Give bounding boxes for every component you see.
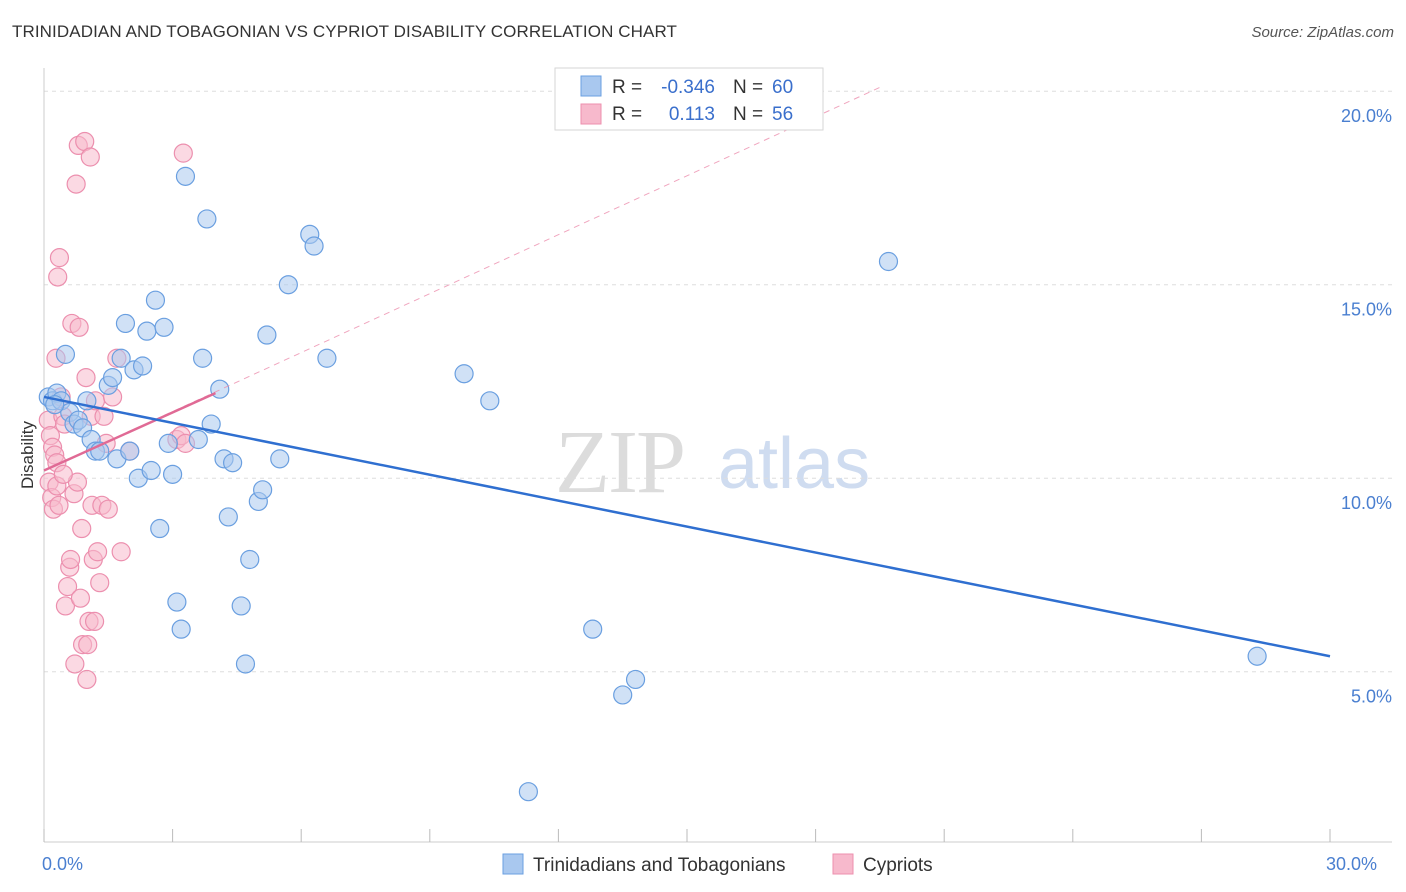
point-trinidadians-26 <box>154 317 174 337</box>
point-cypriots-39 <box>84 611 105 632</box>
point-trinidadians-39 <box>223 453 243 473</box>
point-trinidadians-56 <box>625 669 646 690</box>
point-cypriots-49 <box>111 542 131 562</box>
point-trinidadians-47 <box>278 275 298 295</box>
point-trinidadians-21 <box>132 356 153 376</box>
point-cypriots-55 <box>53 464 73 484</box>
gridlines <box>44 90 1392 673</box>
x-tick-label-max: 30.0% <box>1326 854 1377 874</box>
y-tick-labels: 5.0% 10.0% 15.0% 20.0% <box>1341 106 1392 707</box>
y-tick-label-5: 5.0% <box>1351 687 1392 707</box>
point-cypriots-16 <box>55 596 76 616</box>
point-trinidadians-50 <box>317 348 337 368</box>
series-legend-swatch-pink <box>832 853 854 875</box>
point-trinidadians-22 <box>137 321 157 341</box>
legend-n-value-blue: 60 <box>772 77 793 98</box>
watermark-atlas: atlas <box>718 424 870 504</box>
trend-lines <box>43 86 1331 658</box>
point-cypriots-41 <box>87 542 108 562</box>
point-trinidadians-18 <box>120 441 140 461</box>
point-trinidadians-52 <box>480 391 500 411</box>
point-cypriots-53 <box>173 143 193 163</box>
legend-r-value-blue: -0.346 <box>661 77 715 98</box>
point-trinidadians-27 <box>158 433 178 453</box>
watermark-zip: ZIP <box>555 413 684 512</box>
point-cypriots-27 <box>70 588 91 608</box>
point-trinidadians-25 <box>150 518 170 539</box>
point-trinidadians-23 <box>141 460 161 481</box>
axes <box>43 68 1392 843</box>
point-cypriots-19 <box>60 549 81 570</box>
point-cypriots-31 <box>76 368 96 388</box>
legend-swatch-blue <box>580 75 602 97</box>
legend-n-value-pink: 56 <box>772 104 793 125</box>
legend-n-label-blue: N = <box>733 77 763 98</box>
point-trinidadians-28 <box>163 464 183 484</box>
legend-n-label-pink: N = <box>733 104 763 125</box>
source-label: Source: ZipAtlas.com <box>1251 24 1394 41</box>
point-cypriots-28 <box>72 518 92 539</box>
point-cypriots-17 <box>57 576 78 597</box>
point-trinidadians-24 <box>145 290 166 310</box>
legend-swatch-pink <box>580 103 602 125</box>
point-trinidadians-53 <box>518 782 538 802</box>
point-cypriots-22 <box>65 654 85 674</box>
x-ticks <box>43 829 1331 842</box>
point-trinidadians-31 <box>175 166 196 186</box>
point-trinidadians-34 <box>197 209 217 229</box>
watermark: ZIP atlas <box>555 413 870 512</box>
point-trinidadians-54 <box>583 619 603 639</box>
point-trinidadians-32 <box>188 429 208 450</box>
point-trinidadians-44 <box>253 480 273 500</box>
y-tick-label-15: 15.0% <box>1341 300 1392 320</box>
point-trinidadians-55 <box>613 685 633 705</box>
point-cypriots-44 <box>94 406 114 426</box>
trend-line-trinidadians <box>43 395 1331 658</box>
point-trinidadians-36 <box>210 379 230 399</box>
series-legend-label-blue: Trinidadians and Tobagonians <box>533 855 785 876</box>
point-trinidadians-49 <box>304 236 324 256</box>
y-tick-label-20: 20.0% <box>1341 106 1392 126</box>
point-trinidadians-40 <box>231 596 251 616</box>
point-trinidadians-30 <box>171 619 191 639</box>
point-cypriots-15 <box>49 495 69 515</box>
point-trinidadians-46 <box>270 449 290 469</box>
point-cypriots-23 <box>66 174 86 194</box>
y-axis-title: Disability <box>18 420 37 489</box>
legend-r-value-pink: 0.113 <box>669 104 715 125</box>
point-cypriots-42 <box>90 573 110 593</box>
point-cypriots-26 <box>69 317 89 337</box>
series-legend-swatch-blue <box>502 853 524 875</box>
point-trinidadians-41 <box>235 654 256 674</box>
legend-r-label-blue: R = <box>612 77 642 98</box>
point-trinidadians-16 <box>111 348 131 368</box>
point-cypriots-32 <box>77 669 97 690</box>
point-cypriots-9 <box>48 267 68 287</box>
y-tick-label-10: 10.0% <box>1341 493 1392 513</box>
point-trinidadians-29 <box>167 592 187 612</box>
point-trinidadians-38 <box>218 507 238 527</box>
point-trinidadians-51 <box>454 364 474 384</box>
point-cypriots-35 <box>80 147 100 167</box>
point-trinidadians-57 <box>878 251 899 272</box>
point-trinidadians-14 <box>102 368 123 388</box>
point-cypriots-46 <box>98 499 118 519</box>
point-trinidadians-45 <box>257 325 277 345</box>
point-trinidadians-42 <box>240 549 260 570</box>
trend-line-cypriots <box>43 391 216 472</box>
point-trinidadians-4 <box>55 344 76 364</box>
point-trinidadians-17 <box>115 313 136 334</box>
point-cypriots-33 <box>78 635 98 655</box>
legend-r-label-pink: R = <box>612 104 642 125</box>
series-legend: Trinidadians and Tobagonians Cypriots <box>502 853 933 876</box>
point-cypriots-10 <box>49 248 70 268</box>
stats-legend: R = -0.346 N = 60 R = 0.113 N = 56 <box>554 67 824 131</box>
series-legend-label-pink: Cypriots <box>863 855 933 876</box>
point-trinidadians-33 <box>193 348 213 368</box>
chart-title: TRINIDADIAN AND TOBAGONIAN VS CYPRIOT DI… <box>12 22 678 41</box>
x-tick-label-min: 0.0% <box>42 854 83 874</box>
point-trinidadians-58 <box>1247 646 1267 666</box>
